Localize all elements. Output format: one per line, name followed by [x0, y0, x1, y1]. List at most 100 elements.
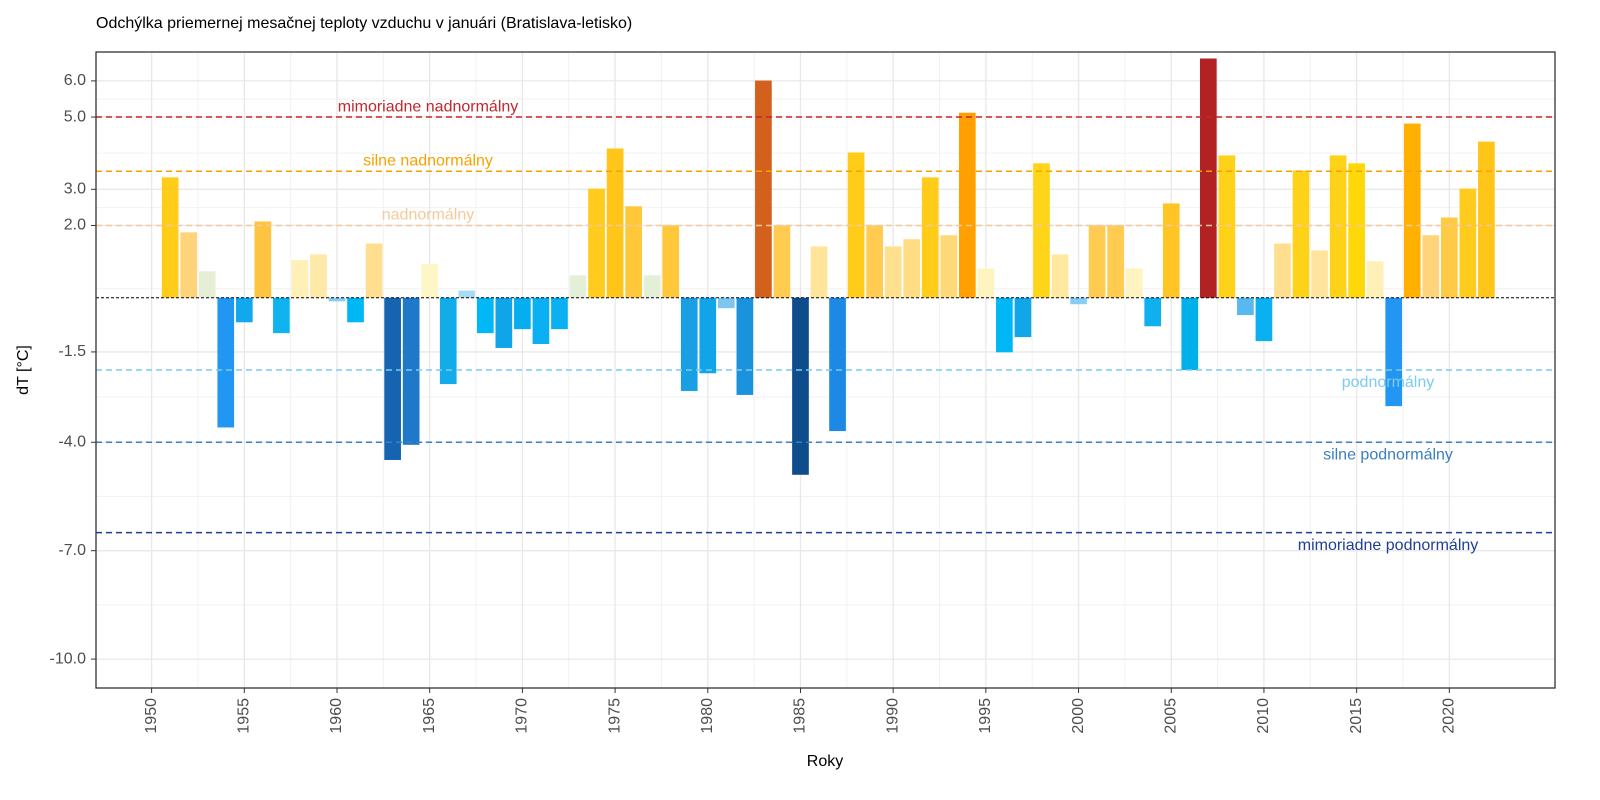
bar: [921, 177, 939, 298]
bar: [421, 264, 439, 298]
bar: [717, 297, 735, 309]
bar: [1422, 235, 1440, 298]
reference-label: nadnormálny: [382, 207, 475, 224]
bar: [625, 206, 642, 298]
bar: [977, 268, 995, 298]
bar: [458, 290, 476, 298]
reference-label: podnormálny: [1342, 374, 1435, 391]
bar: [643, 275, 661, 298]
y-tick-label: -7.0: [58, 542, 86, 559]
x-axis-title: Roky: [807, 753, 843, 770]
y-tick-label: 6.0: [64, 72, 86, 89]
bar: [588, 188, 605, 298]
bar: [495, 297, 513, 348]
x-tick-label: 2010: [1255, 698, 1272, 734]
bar: [810, 246, 828, 298]
x-tick-label: 1995: [977, 698, 994, 734]
bar: [1274, 243, 1291, 298]
x-tick-label: 2000: [1070, 698, 1087, 734]
bar: [829, 297, 846, 432]
bar: [328, 297, 346, 302]
bar: [866, 225, 883, 298]
bar: [1237, 297, 1254, 316]
bar: [310, 254, 327, 298]
x-tick-label: 1990: [884, 698, 901, 734]
chart-title: Odchýlka priemernej mesačnej teploty vzd…: [96, 15, 632, 32]
bar: [235, 297, 253, 323]
bar: [1218, 155, 1236, 298]
y-tick-label: -1.5: [58, 343, 86, 360]
bar: [699, 297, 717, 374]
reference-label: silne podnormálny: [1323, 446, 1453, 463]
y-tick-label: 3.0: [64, 181, 86, 198]
bar: [1440, 217, 1458, 298]
bar: [1403, 123, 1421, 298]
bar: [1088, 225, 1106, 298]
bar: [996, 297, 1013, 353]
bar: [1199, 58, 1217, 298]
bar: [161, 177, 179, 298]
x-tick-label: 1955: [236, 698, 253, 734]
bar: [254, 221, 272, 298]
panel-border: [95, 51, 1556, 689]
bar: [217, 297, 235, 428]
y-tick-label: -4.0: [58, 433, 86, 450]
x-tick-label: 1965: [421, 698, 438, 734]
y-tick-label: 2.0: [64, 217, 86, 234]
reference-label: silne nadnormálny: [363, 152, 493, 169]
bar: [1311, 250, 1328, 298]
bar: [1014, 297, 1032, 338]
bar: [569, 275, 587, 298]
bar: [773, 225, 791, 298]
bar: [1255, 297, 1273, 342]
x-tick-label: 2020: [1441, 698, 1458, 734]
bar: [384, 297, 401, 460]
bar: [940, 235, 958, 298]
bar: [273, 297, 290, 334]
bar: [551, 297, 568, 330]
bar: [792, 297, 809, 475]
x-tick-label: 2005: [1162, 698, 1179, 734]
bar: [1292, 170, 1310, 298]
bar: [1162, 203, 1180, 298]
x-tick-label: 1985: [792, 698, 809, 734]
bar: [1459, 188, 1477, 298]
bar: [755, 80, 772, 298]
bar: [1033, 163, 1050, 298]
bar: [476, 297, 494, 334]
bar: [1144, 297, 1162, 327]
y-axis-title: dT [°C]: [15, 345, 32, 395]
bar: [606, 148, 624, 298]
bar: [198, 271, 216, 298]
bar: [514, 297, 531, 330]
bar: [347, 297, 364, 323]
bar: [1125, 268, 1143, 298]
y-tick-label: 5.0: [64, 108, 86, 125]
bar: [1478, 141, 1495, 298]
bar: [736, 297, 754, 395]
reference-label: mimoriadne podnormálny: [1298, 537, 1479, 554]
x-tick-label: 1980: [699, 698, 716, 734]
bar: [884, 246, 902, 298]
bar: [1051, 254, 1069, 298]
bar: [439, 297, 457, 385]
bar: [1366, 261, 1384, 298]
reference-label: mimoriadne nadnormálny: [338, 98, 519, 115]
bar: [532, 297, 550, 344]
bar: [958, 112, 976, 298]
x-tick-label: 1960: [328, 698, 345, 734]
bar: [402, 297, 420, 445]
bar: [680, 297, 698, 391]
bar: [291, 260, 309, 298]
x-tick-label: 2015: [1348, 698, 1365, 734]
bar: [365, 243, 383, 298]
bar: [1348, 163, 1365, 298]
y-tick-label: -10.0: [50, 650, 87, 667]
bar: [1385, 297, 1403, 407]
x-tick-label: 1950: [143, 698, 160, 734]
bar: [1329, 155, 1347, 298]
bar: [1070, 297, 1087, 305]
bar: [662, 225, 680, 298]
bar: [903, 239, 921, 298]
